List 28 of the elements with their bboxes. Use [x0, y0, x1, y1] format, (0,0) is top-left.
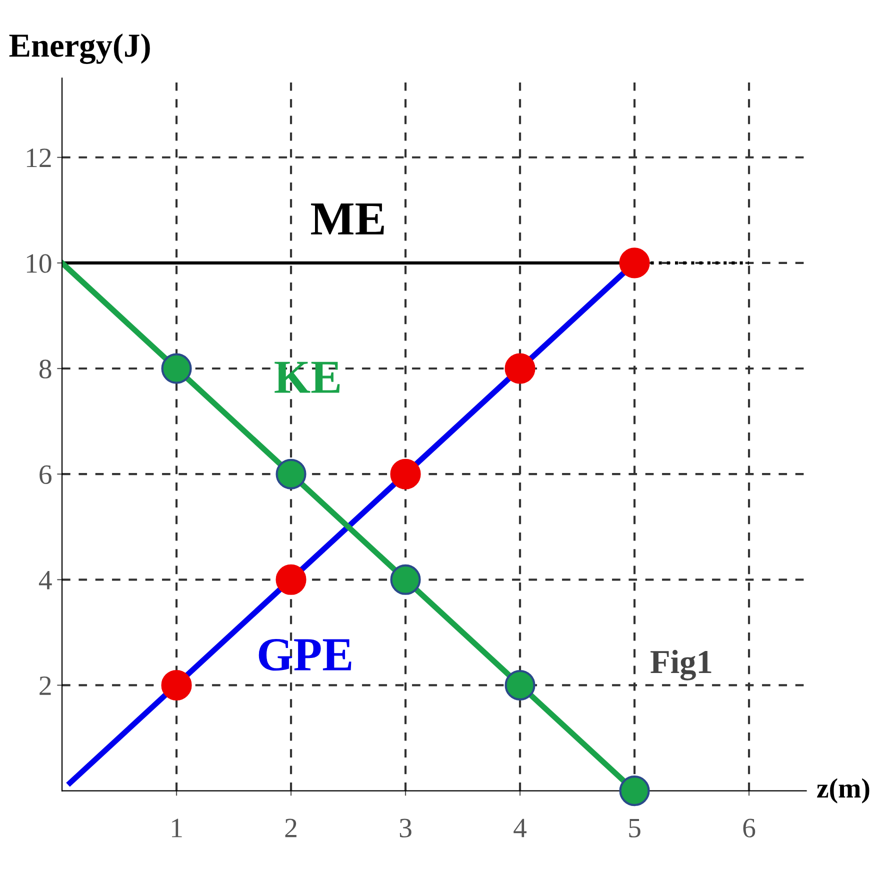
x-tick-label: 3 [400, 818, 412, 838]
x-axis-title: z(m) [817, 778, 870, 804]
point [161, 353, 192, 384]
point [390, 564, 421, 595]
series-label: GPE [258, 638, 352, 671]
point [619, 248, 650, 278]
y-tick-label: 12 [26, 148, 51, 168]
x-tick-label: 4 [514, 818, 527, 838]
series-label: ME [311, 204, 384, 234]
annotation: Fig1 [650, 650, 712, 680]
point [161, 670, 192, 700]
x-tick-label: 6 [743, 818, 756, 838]
x-tick-label: 1 [172, 818, 182, 838]
x-tick-label: 5 [629, 818, 640, 838]
point [390, 458, 421, 490]
point [276, 564, 306, 595]
y-tick-label: 2 [40, 676, 51, 695]
y-tick-label: 10 [26, 254, 52, 273]
y-axis-title: Energy(J) [9, 33, 150, 64]
y-tick-label: 8 [39, 360, 52, 378]
point [619, 776, 650, 806]
y-tick-label: 6 [40, 465, 52, 484]
y-tick-label: 4 [38, 571, 52, 590]
point [504, 670, 536, 700]
series-label: KE [274, 362, 340, 393]
point [276, 458, 306, 490]
x-tick-label: 2 [285, 818, 296, 838]
point [504, 353, 536, 384]
